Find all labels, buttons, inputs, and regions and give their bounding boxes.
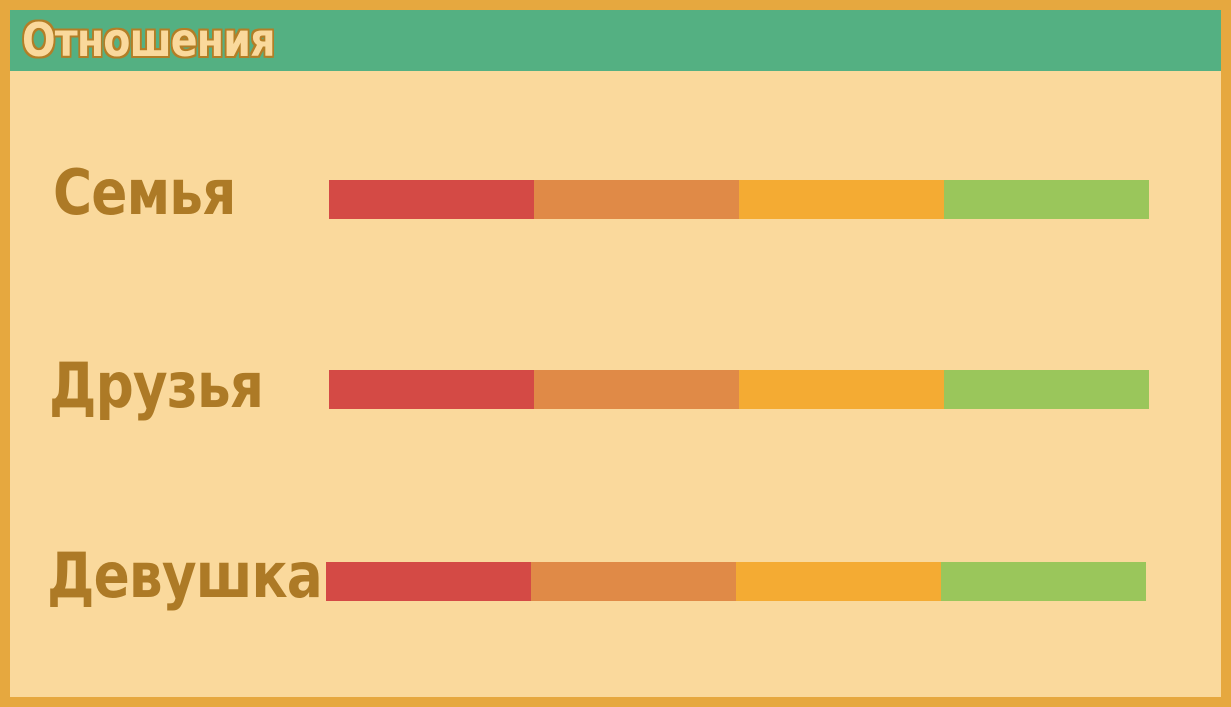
panel-title: Отношения bbox=[22, 13, 275, 67]
meter-segment bbox=[329, 370, 534, 409]
meter-segment bbox=[944, 370, 1149, 409]
meter-segment bbox=[534, 370, 739, 409]
meter-segment bbox=[531, 562, 736, 601]
relationship-meter-girlfriend bbox=[326, 562, 1146, 601]
meter-segment bbox=[739, 180, 944, 219]
relationship-meter-friends bbox=[329, 370, 1149, 409]
meter-segment bbox=[941, 562, 1146, 601]
relationship-label-family: Семья bbox=[53, 156, 236, 229]
meter-segment bbox=[944, 180, 1149, 219]
meter-segment bbox=[329, 180, 534, 219]
meter-segment bbox=[326, 562, 531, 601]
relationship-meter-family bbox=[329, 180, 1149, 219]
relationship-label-friends: Друзья bbox=[49, 349, 264, 422]
meter-segment bbox=[736, 562, 941, 601]
meter-segment bbox=[534, 180, 739, 219]
panel-header: Отношения bbox=[10, 10, 1221, 71]
relationship-label-girlfriend: Девушка bbox=[47, 539, 323, 612]
meter-segment bbox=[739, 370, 944, 409]
